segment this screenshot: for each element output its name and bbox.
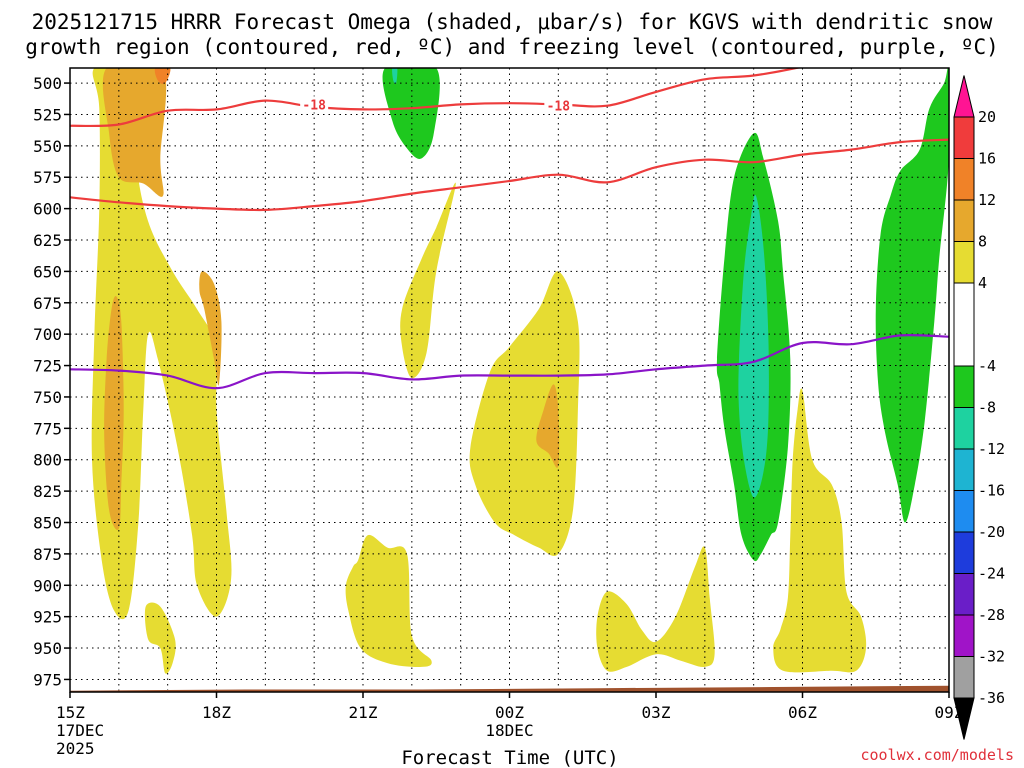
chart-title-line-1: 2025121715 HRRR Forecast Omega (shaded, … [32,10,993,34]
colorbar-bin-3 [953,199,975,242]
chart-title-line-2: growth region (contoured, red, ºC) and f… [25,35,999,59]
y-tick-label-925: 925 [33,608,62,627]
x-tick-date-0: 17DEC [56,721,104,740]
y-tick-label-800: 800 [33,451,62,470]
y-tick-label-700: 700 [33,325,62,344]
dgz-minus-12-contour [70,138,949,212]
y-tick-label-750: 750 [33,388,62,407]
dgz-minus-18-contour-label-1: -18 [547,100,571,115]
temperature-contours: -18 -18 [70,68,949,390]
colorbar-tick-label-7: -12 [978,440,1005,458]
omega-plus4-west-region [91,68,232,620]
omega-plus8-center-region [536,384,560,468]
colorbar-bin-11 [953,573,975,616]
y-tick-label-775: 775 [33,419,62,438]
dgz-minus-18-contour-label-bg-1 [544,97,573,114]
x-axis-label: Forecast Time (UTC) [401,747,618,768]
x-tick-label-0: 15Z [56,703,85,722]
x-tick-year-0: 2025 [56,739,95,758]
colorbar-bin-12 [953,614,975,657]
omega-plus4-small-region [144,602,176,674]
colorbar-bin-7 [953,407,975,450]
colorbar-tick-label-0: 20 [978,108,996,126]
colorbar-bin-2 [953,158,975,201]
x-tick-label-15: 06Z [788,703,817,722]
y-axis-pressure: 500 525 550 575 600 625 650 675 700 725 750 775 800 8… [33,74,70,689]
colorbar-tick-label-4: 4 [978,274,987,292]
colorbar-bin-4 [953,241,975,284]
terrain-band [70,685,949,692]
colorbar-bin-5 [953,282,975,367]
colorbar-tick-label-1: 16 [978,150,996,168]
colorbar-bin-8 [953,448,975,491]
colorbar-tick-label-5: -4 [978,357,996,375]
y-tick-label-825: 825 [33,482,62,501]
colorbar-bin-9 [953,490,975,533]
colorbar-tick-label-13: -36 [978,689,1005,707]
y-tick-label-500: 500 [33,74,62,93]
y-tick-label-900: 900 [33,576,62,595]
y-tick-label-725: 725 [33,357,62,376]
y-tick-label-675: 675 [33,294,62,313]
y-tick-label-850: 850 [33,514,62,533]
y-tick-label-575: 575 [33,168,62,187]
y-tick-label-650: 650 [33,262,62,281]
colorbar-bin-13 [953,656,975,699]
y-tick-label-625: 625 [33,231,62,250]
colorbar-tick-label-2: 12 [978,191,996,209]
colorbar-tick-label-6: -8 [978,399,996,417]
omega-plus12-west-region [154,68,171,84]
y-tick-label-975: 975 [33,670,62,689]
x-tick-label-3: 18Z [202,703,231,722]
colorbar-legend: 20 16 12 8 4 -4 -8 -12 -16 -20 -24 -28 -32 -36 [953,75,1005,740]
colorbar-bin-bottom [953,697,975,740]
chart-title: 2025121715 HRRR Forecast Omega (shaded, … [25,10,999,59]
y-tick-label-875: 875 [33,545,62,564]
dgz-minus-18-contour [70,68,802,128]
y-tick-label-525: 525 [33,105,62,124]
omega-plus4-mid-upper-region [400,182,456,379]
gridlines [70,68,949,692]
terrain-fill [70,685,949,692]
dgz-minus-18-contour-label-0: -18 [302,98,326,113]
omega-minus4-far-east-region [875,68,949,523]
colorbar-tick-label-12: -32 [978,648,1005,666]
colorbar-tick-label-11: -28 [978,606,1005,624]
y-tick-label-550: 550 [33,137,62,156]
freezing-level-contour [70,333,949,390]
colorbar-tick-label-3: 8 [978,233,987,251]
omega-plus4-center-region [469,271,580,557]
colorbar-bin-top [953,75,975,118]
x-tick-label-6: 21Z [349,703,378,722]
x-tick-label-9: 00Z [495,703,524,722]
colorbar-tick-label-10: -24 [978,565,1005,583]
credit-text: coolwx.com/models [860,746,1014,764]
omega-plus8-west-upper-region [102,68,167,197]
y-tick-label-950: 950 [33,639,62,658]
colorbar-bin-10 [953,531,975,574]
colorbar-bin-6 [953,365,975,408]
x-tick-label-12: 03Z [642,703,671,722]
y-tick-label-600: 600 [33,200,62,219]
omega-plus4-mid-lower-region [345,534,432,667]
colorbar-tick-label-9: -20 [978,523,1005,541]
x-tick-date-9: 18DEC [485,721,533,740]
omega-minus8-east-region [738,194,769,498]
omega-minus8-upper-region [392,68,398,84]
colorbar-tick-label-8: -16 [978,482,1005,500]
colorbar-bin-1 [953,116,975,159]
dgz-minus-18-contour-label-bg-0 [300,96,329,113]
omega-minus4-upper-region [382,68,440,159]
omega-plus4-sw-east-region [596,546,715,672]
